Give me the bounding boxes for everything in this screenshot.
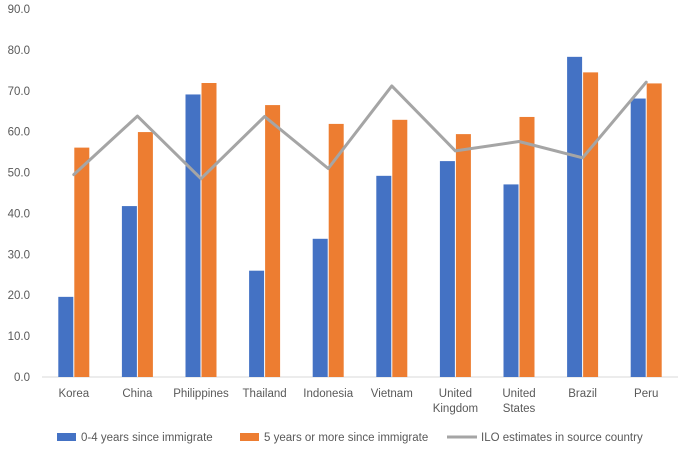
- bar-series2: [519, 116, 535, 378]
- x-tick-label-line: Korea: [58, 388, 89, 400]
- x-tick-label-line: Vietnam: [371, 388, 413, 400]
- line-marks: [72, 80, 648, 181]
- bar-series2: [74, 147, 90, 377]
- x-tick-label: Philippines: [173, 388, 229, 400]
- x-tick-label: Vietnam: [371, 388, 413, 400]
- y-tick-label: 90.0: [8, 4, 30, 16]
- y-tick-label: 0.0: [14, 372, 30, 384]
- legend-label: 5 years or more since immigrate: [264, 432, 428, 444]
- x-tick-label-line: Peru: [634, 388, 658, 400]
- bar-series1: [185, 94, 201, 378]
- legend-swatch: [57, 433, 76, 441]
- x-tick-label: Indonesia: [303, 388, 353, 400]
- x-tick-label: Brazil: [568, 388, 597, 400]
- x-tick-label: United Kingdom: [433, 388, 478, 415]
- x-tick-label: Korea: [58, 388, 89, 400]
- bar-series1: [503, 184, 519, 377]
- bar-series2: [265, 105, 281, 377]
- bar-series2: [137, 132, 153, 377]
- legend: 0-4 years since immigrate 5 years or more…: [57, 432, 643, 444]
- bar-series1: [249, 270, 265, 377]
- y-tick-label: 80.0: [8, 45, 30, 57]
- x-tick-label-line: Indonesia: [303, 388, 353, 400]
- x-tick-label: Thailand: [243, 388, 287, 400]
- bar-series2: [392, 119, 408, 377]
- x-tick-label: United States: [502, 388, 535, 415]
- x-tick-label-line: United: [439, 388, 472, 400]
- bar-series2: [201, 83, 217, 378]
- y-tick-label: 30.0: [8, 249, 30, 261]
- x-tick-label-line: Kingdom: [433, 403, 478, 415]
- bar-series1: [58, 296, 74, 377]
- legend-swatch: [240, 433, 259, 441]
- x-tick-label-line: Thailand: [243, 388, 287, 400]
- bar-series2: [583, 72, 599, 377]
- bar-marks: [58, 56, 662, 378]
- x-axis-tick-labels: Korea China Philippines Thailand Indonesia Vi…: [58, 388, 658, 415]
- y-tick-label: 40.0: [8, 208, 30, 220]
- y-tick-label: 60.0: [8, 127, 30, 139]
- x-tick-label-line: States: [503, 403, 536, 415]
- ilo-line: [72, 80, 648, 181]
- y-tick-label: 10.0: [8, 331, 30, 343]
- legend-label: ILO estimates in source country: [481, 432, 643, 444]
- x-tick-label-line: United: [502, 388, 535, 400]
- bar-series2: [455, 134, 471, 377]
- bar-series2: [646, 83, 662, 377]
- bar-series1: [312, 238, 328, 377]
- legend-label: 0-4 years since immigrate: [81, 432, 213, 444]
- bar-series1: [439, 161, 455, 377]
- x-tick-label-line: Brazil: [568, 388, 597, 400]
- bar-series1: [121, 206, 137, 377]
- x-tick-label: Peru: [634, 388, 658, 400]
- y-tick-label: 20.0: [8, 290, 30, 302]
- bar-series1: [630, 98, 646, 378]
- y-axis-tick-labels: 0.0 10.0 20.0 30.0 40.0 50.0 60.0 70.0 80.0 90.0: [8, 4, 30, 384]
- y-tick-label: 70.0: [8, 86, 30, 98]
- x-tick-label-line: China: [122, 388, 153, 400]
- bar-series1: [376, 175, 392, 377]
- bar-series1: [567, 56, 583, 378]
- y-tick-label: 50.0: [8, 168, 30, 180]
- bar-series2: [328, 123, 344, 377]
- x-tick-label: China: [122, 388, 153, 400]
- x-tick-label-line: Philippines: [173, 388, 229, 400]
